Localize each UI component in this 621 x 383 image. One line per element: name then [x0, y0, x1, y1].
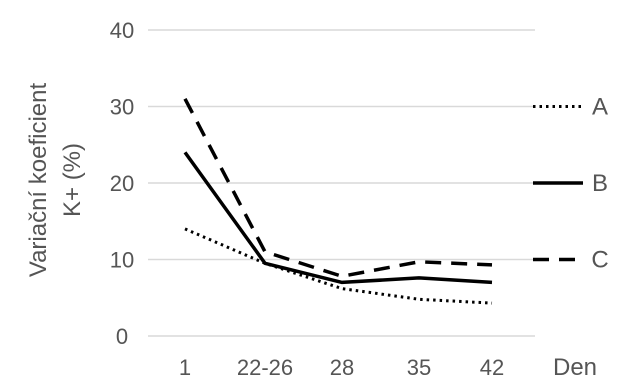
y-tick-labels: 0 10 20 30 40 — [110, 18, 134, 349]
x-tick-label: 22-26 — [237, 355, 293, 380]
y-tick-label: 30 — [110, 95, 134, 120]
series-lines — [183, 97, 493, 305]
y-axis-title-line1: Variační koeficient — [25, 83, 52, 278]
x-tick-label: 1 — [179, 355, 191, 380]
x-tick-labels: 1 22-26 28 35 42 — [179, 355, 504, 380]
y-tick-label: 0 — [116, 324, 128, 349]
x-tick-label: 42 — [480, 355, 504, 380]
legend: A B C — [533, 94, 609, 274]
x-tick-label: 28 — [330, 355, 354, 380]
series-line-a — [184, 227, 493, 305]
y-tick-label: 40 — [110, 18, 134, 43]
x-tick-label: 35 — [407, 355, 431, 380]
legend-label-c: C — [591, 247, 608, 274]
series-line-b — [183, 151, 493, 285]
y-axis-title-line2: K+ (%) — [59, 143, 86, 217]
legend-label-a: A — [592, 94, 608, 121]
y-tick-label: 20 — [110, 171, 134, 196]
series-line-c — [183, 97, 493, 279]
gridlines — [148, 29, 535, 337]
legend-label-b: B — [592, 170, 608, 197]
x-axis-title: Den — [553, 354, 597, 381]
y-tick-label: 10 — [110, 248, 134, 273]
